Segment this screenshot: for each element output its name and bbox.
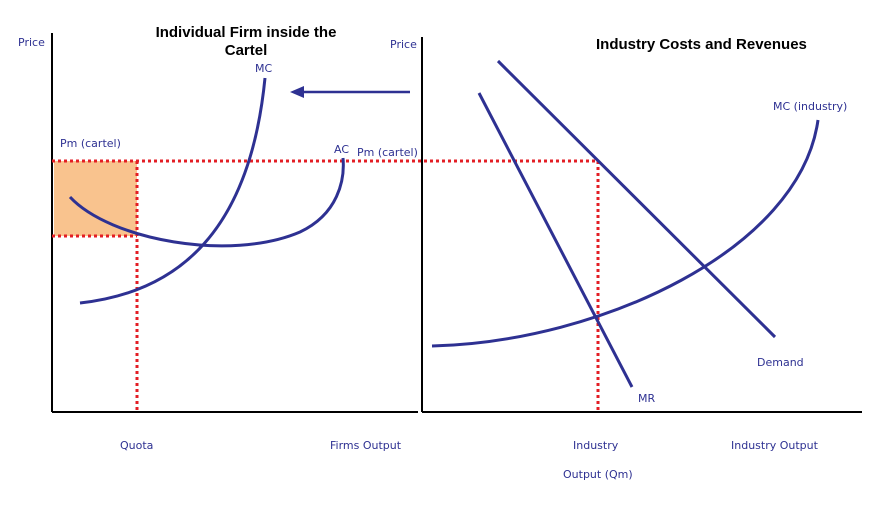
demand-label: Demand (757, 356, 804, 369)
profit-area (54, 161, 137, 236)
mr-curve (477, 92, 634, 388)
price-label: Pm (cartel) (60, 137, 121, 150)
mc-label: MC (industry) (773, 100, 847, 113)
quantity-label: Industry (573, 439, 619, 452)
quantity-label: Output (Qm) (563, 468, 633, 481)
title: Industry Costs and Revenues (596, 36, 807, 53)
title: Individual Firm inside the (156, 24, 337, 41)
ac-label: AC (334, 143, 349, 156)
price-label: Pm (cartel) (357, 146, 418, 159)
ac-curve (68, 157, 345, 248)
x-axis-label: Industry Output (731, 439, 819, 452)
arrow-head (290, 86, 304, 98)
mr-label: MR (638, 392, 655, 405)
y-axis-label: Price (390, 38, 417, 51)
mc-curve (79, 77, 267, 305)
mc-label: MC (255, 62, 272, 75)
industry-mc-curve (431, 119, 820, 348)
quota-label: Quota (120, 439, 153, 452)
y-axis-label: Price (18, 36, 45, 49)
demand-curve (496, 59, 777, 339)
title: Cartel (225, 42, 268, 59)
x-axis-label: Firms Output (330, 439, 402, 452)
